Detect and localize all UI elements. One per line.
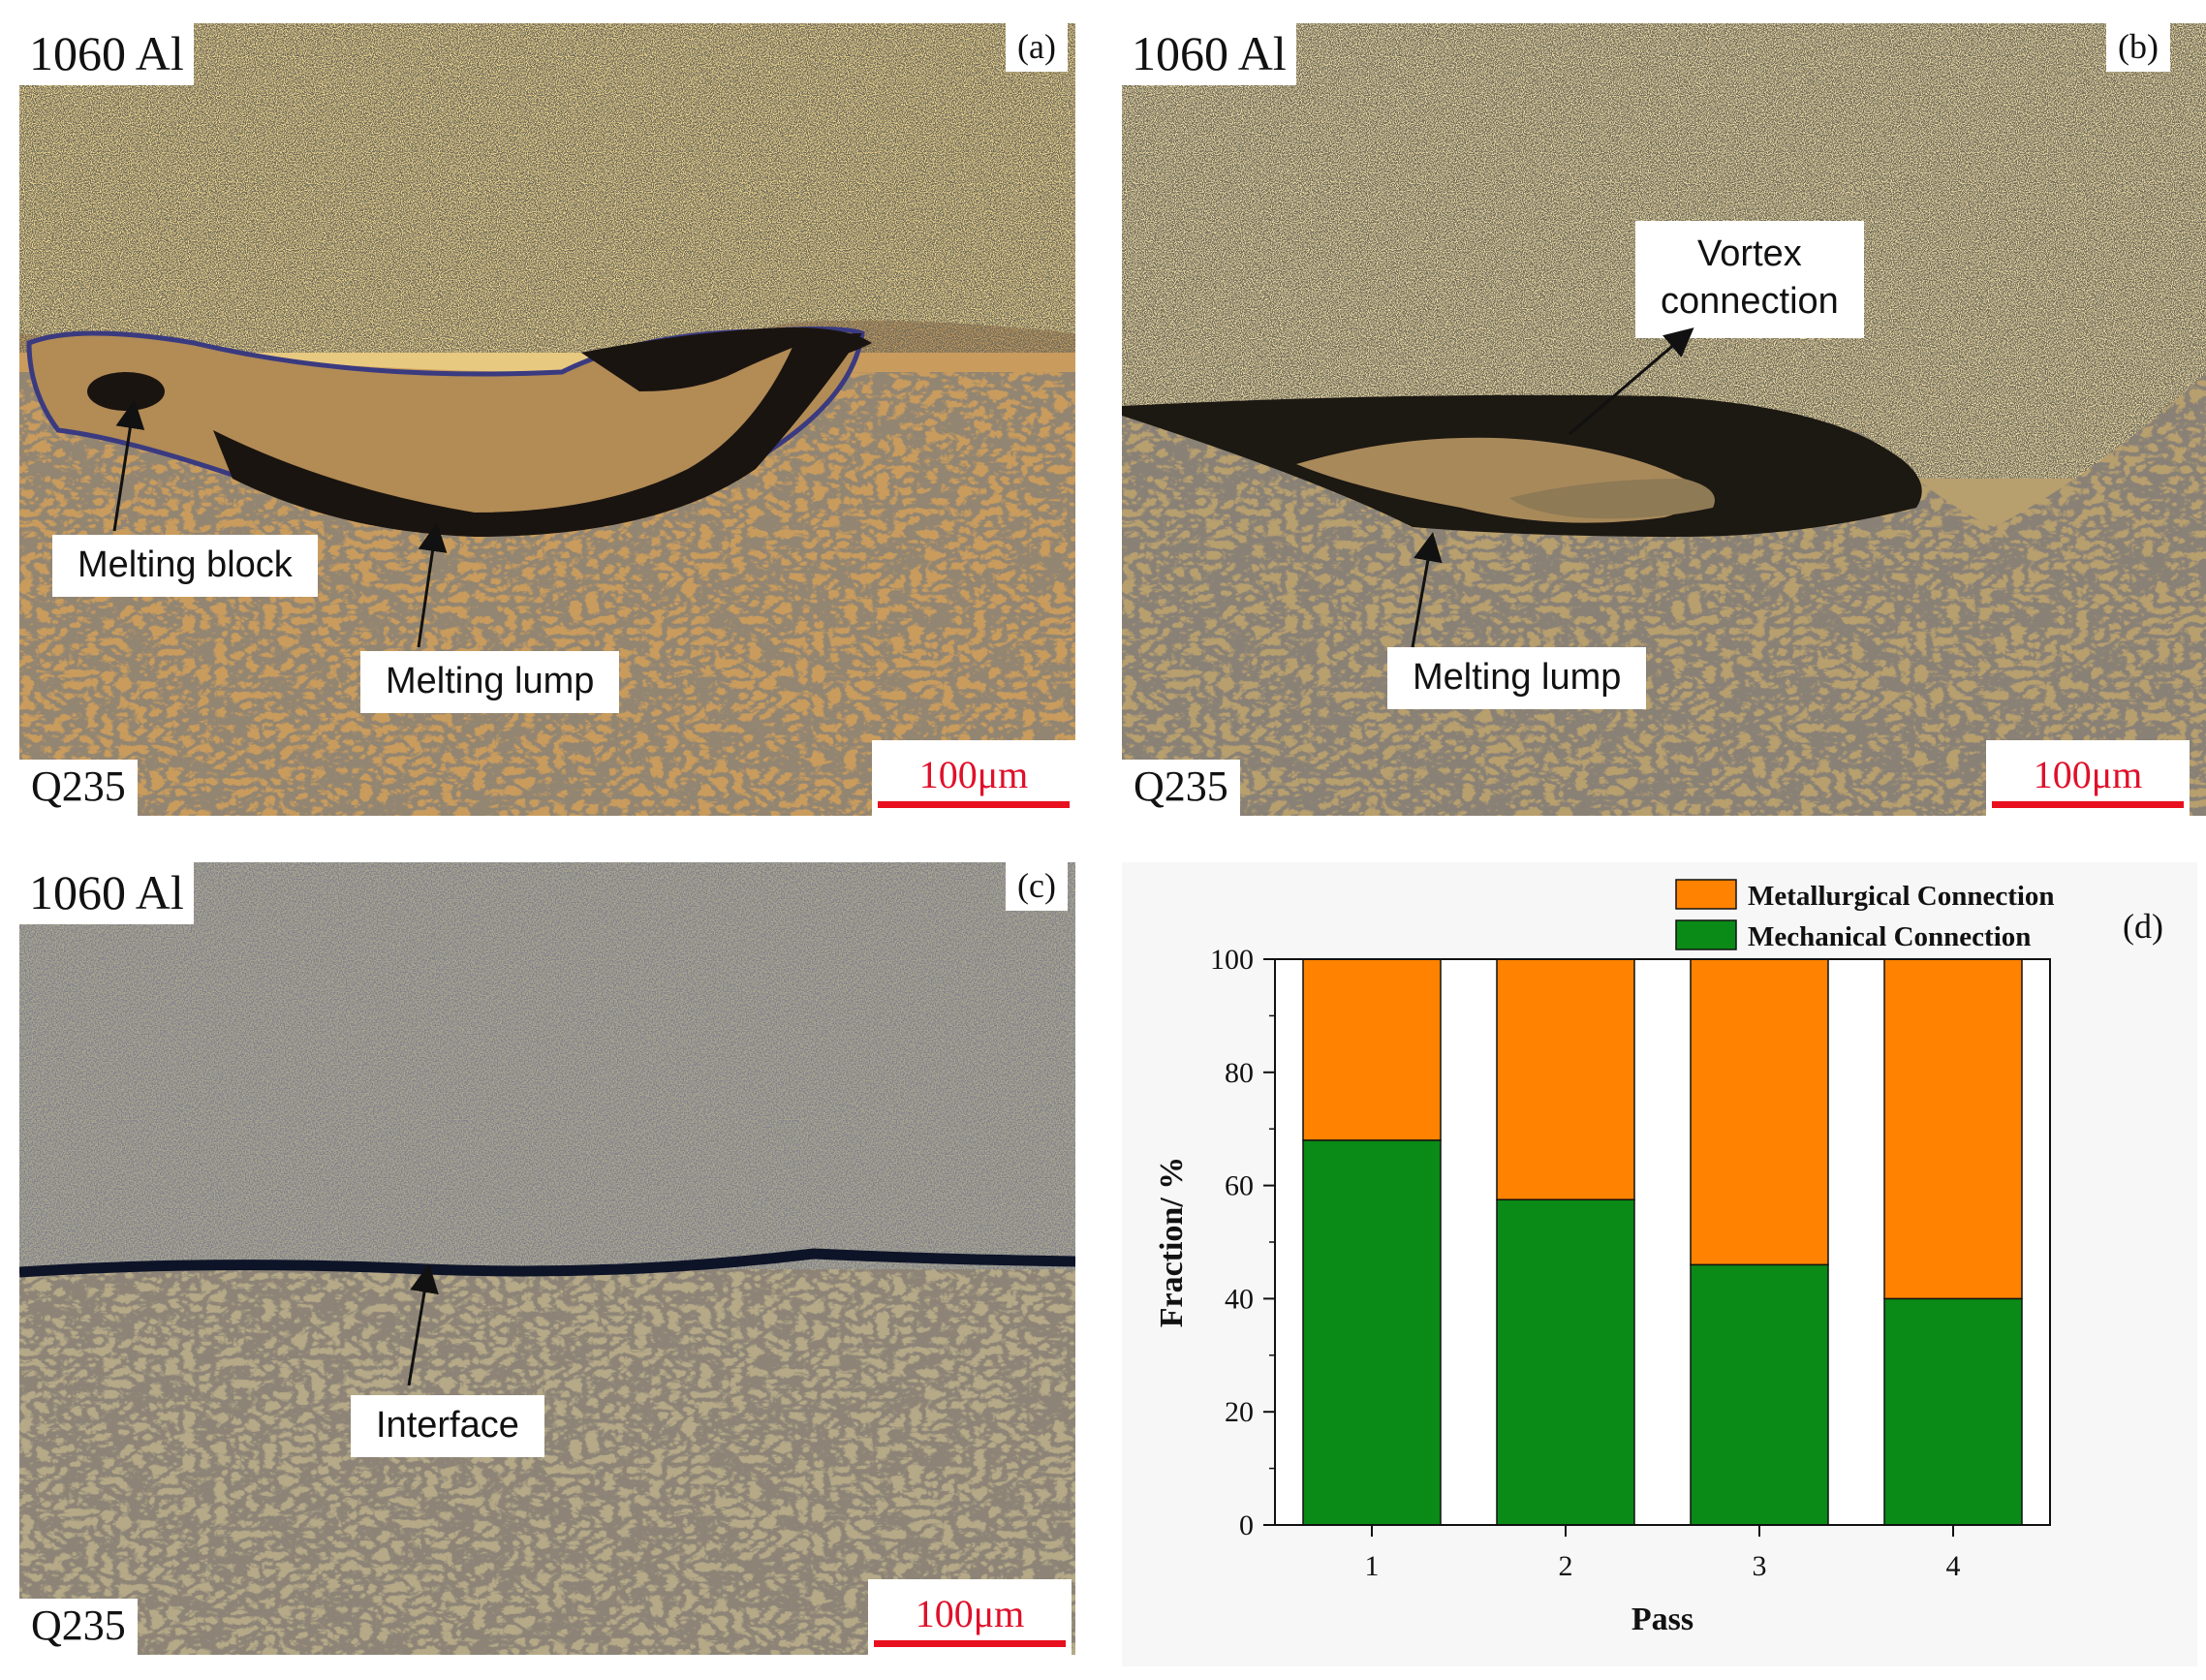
bar-metallurgical-pass-4 (1883, 958, 2023, 1300)
micrograph-panel-b: 1060 Al (b) Q235 Vortex connection Melti… (1122, 23, 2206, 816)
x-tick-label-3: 3 (1753, 1550, 1767, 1582)
top-material-label-c: 1060 Al (19, 862, 194, 924)
scale-bar-a: 100μm (872, 740, 1075, 816)
x-tick-label-1: 1 (1365, 1550, 1380, 1582)
scale-bar-text-b: 100μm (2033, 753, 2143, 796)
legend-swatch-mechanical (1675, 919, 1737, 950)
bottom-material-label-c: Q235 (19, 1599, 138, 1655)
bottom-material-label-a: Q235 (19, 760, 138, 816)
scale-bar-line-a (878, 801, 1070, 808)
scale-bar-text-a: 100μm (918, 753, 1029, 796)
callout-melting-block-a: Melting block (52, 535, 318, 597)
micrograph-image-c (19, 862, 1075, 1655)
bar-metallurgical-pass-2 (1496, 958, 1635, 1200)
scale-bar-text-c: 100μm (915, 1592, 1025, 1635)
bar-metallurgical-pass-3 (1690, 958, 1829, 1266)
y-tick-label-100: 100 (1210, 944, 1254, 976)
panel-letter-c: (c) (1006, 862, 1068, 911)
scale-bar-b: 100μm (1986, 740, 2190, 816)
bar-mechanical-pass-1 (1302, 1139, 1442, 1526)
micrograph-image-a (19, 23, 1075, 816)
x-axis-label: Pass (1631, 1602, 1693, 1637)
scale-bar-c: 100μm (868, 1579, 1072, 1655)
callout-melting-lump-a: Melting lump (360, 651, 620, 713)
scale-bar-line-b (1992, 801, 2184, 808)
bottom-material-label-b: Q235 (1122, 760, 1240, 816)
panel-letter-b: (b) (2106, 23, 2170, 72)
callout-melting-lump-b: Melting lump (1387, 647, 1647, 709)
micrograph-image-b (1122, 23, 2206, 816)
callout-vortex-line2-b: connection (1661, 281, 1839, 323)
callout-vortex-connection-b: Vortex connection (1635, 221, 1864, 338)
x-tick-label-2: 2 (1559, 1550, 1573, 1582)
top-material-label-b: 1060 Al (1122, 23, 1296, 85)
top-material-label-a: 1060 Al (19, 23, 194, 85)
bar-mechanical-pass-2 (1496, 1198, 1635, 1526)
legend-label-mechanical: Mechanical Connection (1748, 921, 2031, 952)
legend-swatch-metallurgical (1675, 879, 1737, 910)
micrograph-panel-c: 1060 Al (c) Q235 Interface 100μm (19, 862, 1075, 1655)
legend-label-metallurgical: Metallurgical Connection (1748, 881, 2055, 912)
x-tick-label-4: 4 (1946, 1550, 1961, 1582)
panel-letter-d: (d) (2123, 907, 2163, 946)
y-tick-label-40: 40 (1225, 1283, 1254, 1315)
y-tick-label-0: 0 (1239, 1509, 1254, 1541)
y-tick-label-20: 20 (1225, 1396, 1254, 1428)
bar-mechanical-pass-4 (1883, 1297, 2023, 1526)
micrograph-panel-a: 1060 Al (a) Q235 Melting block Melting l… (19, 23, 1075, 816)
bar-metallurgical-pass-1 (1302, 958, 1442, 1141)
callout-interface-c: Interface (351, 1395, 544, 1457)
y-tick-label-60: 60 (1225, 1170, 1254, 1202)
scale-bar-line-c (874, 1640, 1066, 1647)
y-axis-label: Fraction/ % (1154, 1157, 1190, 1328)
panel-letter-a: (a) (1006, 23, 1068, 72)
callout-vortex-line1-b: Vortex (1697, 233, 1802, 274)
y-tick-label-80: 80 (1225, 1057, 1254, 1089)
bar-mechanical-pass-3 (1690, 1263, 1829, 1526)
